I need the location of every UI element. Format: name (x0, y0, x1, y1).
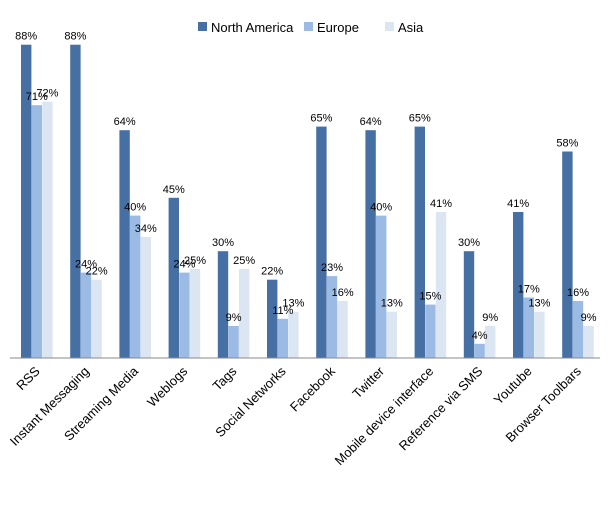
legend-swatch (385, 22, 394, 31)
bar-value-label: 88% (15, 31, 37, 43)
bar (463, 251, 475, 358)
bar-value-label: 40% (370, 202, 392, 214)
chart-legend: North America Europe Asia (198, 20, 424, 35)
bars-group (21, 44, 594, 358)
bar-value-label: 25% (233, 255, 255, 267)
legend-label: Asia (398, 20, 424, 35)
bar-value-label: 13% (282, 298, 304, 310)
bar (316, 126, 327, 358)
category-label: Mobile device interface (332, 364, 437, 469)
bar (288, 311, 299, 358)
bar-value-label: 45% (163, 184, 185, 196)
bar-value-label: 13% (528, 298, 550, 310)
category-label: RSS (13, 363, 43, 393)
bar-value-label: 41% (507, 198, 529, 210)
bar (562, 151, 573, 358)
category-label: Facebook (287, 363, 338, 414)
bar-value-label: 24% (173, 259, 195, 271)
bar (140, 237, 151, 358)
legend-swatch (198, 22, 207, 31)
bar (21, 44, 32, 358)
legend-label: North America (211, 20, 294, 35)
category-label: Reference via SMS (396, 363, 486, 453)
bar (91, 279, 102, 358)
bar (523, 297, 534, 358)
bar-value-label: 22% (86, 266, 108, 278)
bar-value-label: 72% (36, 88, 58, 100)
bar (337, 301, 348, 358)
bar-value-label: 24% (75, 259, 97, 271)
bar (435, 212, 447, 358)
legend-swatch (304, 22, 313, 31)
value-labels-group: 88%71%72%88%24%22%64%40%34%45%24%25%30%9… (15, 31, 597, 342)
bar (267, 279, 278, 358)
bar-value-label: 22% (261, 266, 283, 278)
bar-value-label: 64% (114, 116, 136, 128)
bar (168, 197, 179, 358)
legend-label: Europe (317, 20, 359, 35)
bar (179, 272, 190, 358)
bar-value-label: 17% (518, 284, 540, 296)
bar (130, 215, 141, 358)
category-label: Twitter (349, 363, 387, 401)
bar-value-label: 9% (226, 312, 242, 324)
bar-value-label: 71% (26, 91, 48, 103)
bar (474, 343, 485, 358)
bar-value-label: 4% (472, 330, 488, 342)
bar (119, 130, 130, 358)
bar-value-label: 64% (360, 116, 382, 128)
bar-value-label: 30% (458, 237, 480, 249)
bar (326, 276, 338, 358)
bar (239, 269, 250, 358)
bar (31, 105, 42, 358)
bar-value-label: 9% (581, 312, 597, 324)
bar-value-label: 13% (381, 298, 403, 310)
bar (277, 318, 288, 358)
bar-value-label: 16% (332, 287, 354, 299)
bar (70, 44, 81, 358)
bar-value-label: 41% (430, 198, 452, 210)
bar (80, 272, 92, 358)
bar (376, 215, 387, 358)
category-label: Tags (209, 363, 239, 393)
bar-value-label: 30% (212, 237, 234, 249)
bar (513, 212, 524, 358)
bar (425, 304, 436, 358)
bar-value-label: 15% (419, 291, 441, 303)
bar (485, 326, 496, 358)
bar-value-label: 25% (184, 255, 206, 267)
bar (228, 326, 239, 358)
bar (534, 311, 545, 358)
category-label: Weblogs (144, 363, 191, 410)
bar-value-label: 23% (321, 262, 343, 274)
bar (217, 251, 229, 358)
bar-value-label: 88% (64, 31, 86, 43)
bar-value-label: 9% (482, 312, 498, 324)
bar (189, 269, 201, 358)
bar-value-label: 40% (124, 202, 146, 214)
bar (572, 301, 584, 358)
bar-value-label: 65% (310, 113, 332, 125)
bar (42, 101, 53, 358)
category-label: Youtube (491, 364, 535, 408)
bar-value-label: 65% (409, 113, 431, 125)
bar (583, 326, 594, 358)
bar-value-label: 34% (135, 223, 157, 235)
bar-value-label: 11% (272, 305, 293, 317)
bar (365, 130, 376, 358)
bar (414, 126, 425, 358)
bar-value-label: 58% (556, 138, 578, 150)
bar (386, 311, 397, 358)
bar-value-label: 16% (567, 287, 589, 299)
